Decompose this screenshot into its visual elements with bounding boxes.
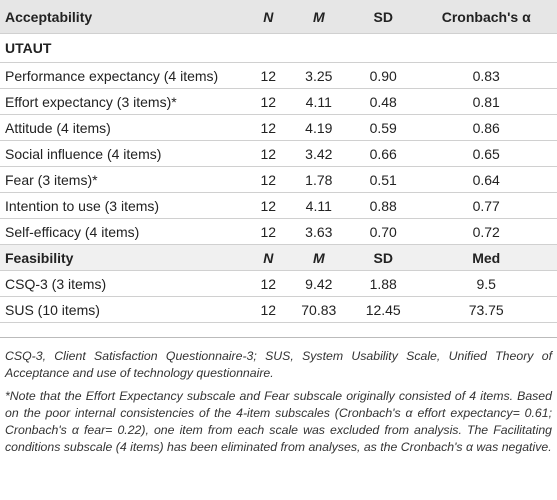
value-cell: 0.51 [351,166,416,193]
value-cell: 12 [250,114,287,141]
subheader-cell: M [286,244,351,271]
data-row: Performance expectancy (4 items) 12 3.25 0.… [0,62,557,89]
header-cell: SD [351,0,416,34]
row-label: Social influence (4 items) [0,140,250,167]
section-row: UTAUT [0,33,557,63]
value-cell: 0.77 [415,192,557,219]
subheader-cell: SD [351,244,416,271]
row-label: CSQ-3 (3 items) [0,270,250,297]
value-cell: 12 [250,218,287,245]
value-cell: 1.78 [286,166,351,193]
value-cell: 0.70 [351,218,416,245]
row-label: Attitude (4 items) [0,114,250,141]
data-row: Attitude (4 items) 12 4.19 0.59 0.86 [0,114,557,141]
data-row: Effort expectancy (3 items)* 12 4.11 0.48 0.… [0,88,557,115]
row-label: Intention to use (3 items) [0,192,250,219]
value-cell: 0.88 [351,192,416,219]
value-cell: 12 [250,296,287,323]
header-cell: M [286,0,351,34]
data-row: Social influence (4 items) 12 3.42 0.66 0.65 [0,140,557,167]
row-label: Fear (3 items)* [0,166,250,193]
note: *Note that the Effort Expectancy subscal… [5,389,552,454]
header-cell: Cronbach's α [415,0,557,34]
header-cell: N [250,0,287,34]
data-row: Fear (3 items)* 12 1.78 0.51 0.64 [0,166,557,193]
value-cell: 0.48 [351,88,416,115]
note: CSQ-3, Client Satisfaction Questionnaire… [5,349,552,380]
section-label: UTAUT [0,33,557,63]
header-row: Acceptability N M SD Cronbach's α [0,0,557,34]
value-cell: 12 [250,270,287,297]
value-cell: 3.42 [286,140,351,167]
value-cell: 12 [250,192,287,219]
data-row: CSQ-3 (3 items) 12 9.42 1.88 9.5 [0,270,557,297]
notes: CSQ-3, Client Satisfaction Questionnaire… [0,337,557,456]
row-label: Self-efficacy (4 items) [0,218,250,245]
value-cell: 9.42 [286,270,351,297]
value-cell: 73.75 [415,296,557,323]
value-cell: 3.63 [286,218,351,245]
row-label: Performance expectancy (4 items) [0,62,250,89]
value-cell: 12 [250,62,287,89]
subheader-row: Feasibility N M SD Med [0,244,557,271]
value-cell: 0.90 [351,62,416,89]
value-cell: 4.11 [286,88,351,115]
table: Acceptability N M SD Cronbach's α UTAUT Perfor… [0,0,557,323]
value-cell: 0.83 [415,62,557,89]
row-label: Effort expectancy (3 items)* [0,88,250,115]
value-cell: 70.83 [286,296,351,323]
data-row: Intention to use (3 items) 12 4.11 0.88 0.77 [0,192,557,219]
value-cell: 12 [250,88,287,115]
value-cell: 0.64 [415,166,557,193]
value-cell: 0.59 [351,114,416,141]
value-cell: 3.25 [286,62,351,89]
value-cell: 9.5 [415,270,557,297]
value-cell: 0.72 [415,218,557,245]
data-row: SUS (10 items) 12 70.83 12.45 73.75 [0,296,557,323]
subheader-cell: Feasibility [0,244,250,271]
value-cell: 0.81 [415,88,557,115]
header-cell: Acceptability [0,0,250,34]
row-label: SUS (10 items) [0,296,250,323]
value-cell: 12 [250,140,287,167]
subheader-cell: N [250,244,287,271]
value-cell: 12.45 [351,296,416,323]
value-cell: 0.86 [415,114,557,141]
data-row: Self-efficacy (4 items) 12 3.63 0.70 0.72 [0,218,557,245]
subheader-cell: Med [415,244,557,271]
value-cell: 4.19 [286,114,351,141]
value-cell: 12 [250,166,287,193]
value-cell: 0.66 [351,140,416,167]
value-cell: 1.88 [351,270,416,297]
value-cell: 0.65 [415,140,557,167]
value-cell: 4.11 [286,192,351,219]
